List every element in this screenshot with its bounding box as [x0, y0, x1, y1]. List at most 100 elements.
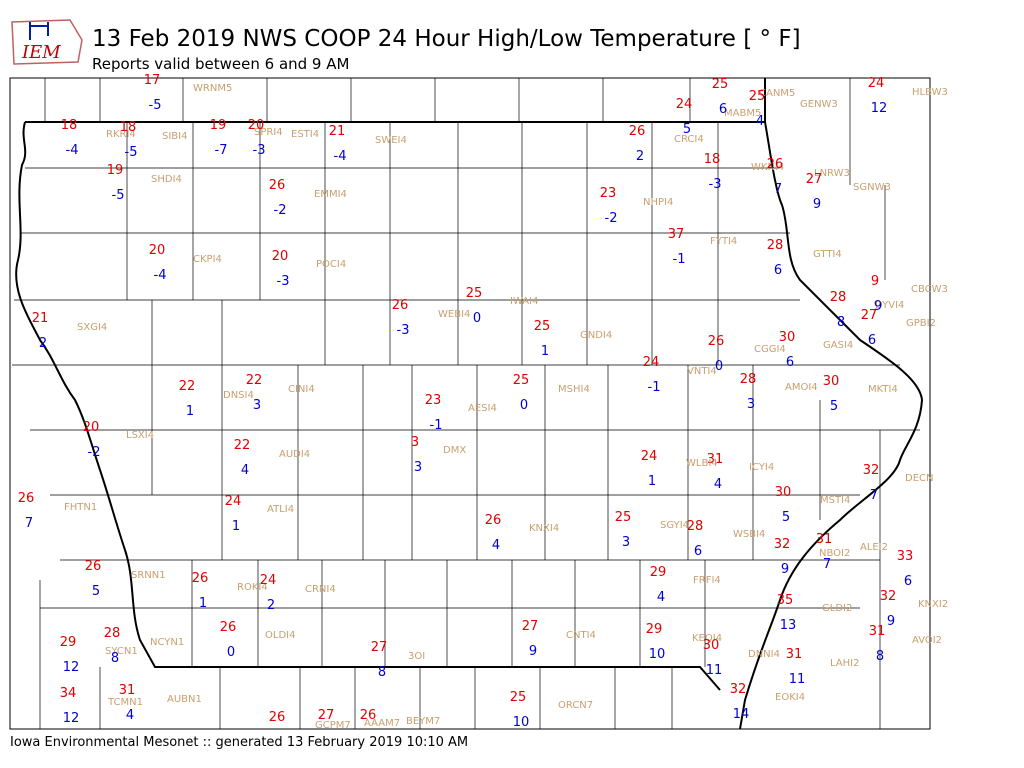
- high-temp: 18: [704, 152, 721, 167]
- low-temp: 9: [781, 562, 789, 577]
- high-temp: 28: [767, 238, 784, 253]
- low-temp: -3: [253, 143, 266, 158]
- high-temp: 24: [676, 97, 693, 112]
- low-temp: -5: [149, 98, 162, 113]
- high-temp: 31: [816, 532, 833, 547]
- low-temp: 7: [870, 488, 878, 503]
- high-temp: 26: [269, 710, 286, 725]
- high-temp: 27: [861, 308, 878, 323]
- high-temp: 25: [513, 373, 530, 388]
- low-temp: 4: [492, 538, 500, 553]
- high-temp: 26: [767, 157, 784, 172]
- high-temp: 29: [60, 635, 77, 650]
- high-temp: 28: [687, 519, 704, 534]
- high-temp: 30: [775, 485, 792, 500]
- high-temp: 25: [534, 319, 551, 334]
- high-temp: 26: [220, 620, 237, 635]
- high-temp: 27: [318, 708, 335, 723]
- high-temp: 25: [712, 77, 729, 92]
- map-title: 13 Feb 2019 NWS COOP 24 Hour High/Low Te…: [92, 26, 801, 52]
- low-temp: -1: [430, 418, 443, 433]
- low-temp: 2: [39, 336, 47, 351]
- station-name: ORCN7: [558, 700, 593, 711]
- station-name: GTTI4: [813, 249, 842, 260]
- station-name: CNTI4: [566, 630, 596, 641]
- low-temp: 9: [874, 299, 882, 314]
- station-name: NBOI2: [819, 548, 850, 559]
- low-temp: 5: [830, 399, 838, 414]
- high-temp: 27: [371, 640, 388, 655]
- low-temp: 14: [733, 707, 750, 722]
- high-temp: 26: [192, 571, 209, 586]
- low-temp: 11: [789, 672, 806, 687]
- high-temp: 29: [646, 622, 663, 637]
- station-name: KNXI2: [918, 599, 948, 610]
- low-temp: 7: [25, 516, 33, 531]
- high-temp: 18: [61, 118, 78, 133]
- high-temp: 22: [246, 373, 263, 388]
- station-name: AMOI4: [785, 382, 818, 393]
- low-temp: 7: [823, 557, 831, 572]
- station-name: OLDI4: [265, 630, 295, 641]
- low-temp: 5: [92, 584, 100, 599]
- station-name: SXGI4: [77, 322, 107, 333]
- station-name: MKTI4: [868, 384, 898, 395]
- station-name: WSBI4: [733, 529, 765, 540]
- station-name: TCMN1: [107, 697, 143, 708]
- high-temp: 27: [522, 619, 539, 634]
- high-temp: 20: [83, 420, 100, 435]
- low-temp: -2: [88, 445, 101, 460]
- station-name: DYVI4: [875, 300, 904, 311]
- low-temp: 4: [714, 477, 722, 492]
- station-name: HLBW3: [912, 87, 948, 98]
- high-temp: 24: [225, 494, 242, 509]
- low-temp: 0: [715, 359, 723, 374]
- high-temp: 30: [823, 374, 840, 389]
- station-name: SYCN1: [105, 646, 138, 657]
- high-temp: 25: [510, 690, 527, 705]
- station-name: CRNI4: [305, 584, 336, 595]
- station-name: MSTI4: [820, 495, 850, 506]
- station-name: CINI4: [288, 384, 315, 395]
- low-temp: 4: [657, 590, 665, 605]
- high-temp: 9: [871, 274, 879, 289]
- low-temp: 12: [63, 711, 80, 726]
- footer: Iowa Environmental Mesonet :: generated …: [10, 735, 468, 750]
- low-temp: 4: [241, 463, 249, 478]
- high-temp: 20: [149, 243, 166, 258]
- high-temp: 19: [107, 163, 124, 178]
- station-name: SHDI4: [151, 174, 182, 185]
- station-name: LAHI2: [830, 658, 859, 669]
- state-border: [15, 78, 924, 730]
- high-temp: 26: [392, 298, 409, 313]
- high-temp: 24: [868, 76, 885, 91]
- high-temp: 26: [269, 178, 286, 193]
- station-name: AUDI4: [279, 449, 310, 460]
- high-temp: 23: [425, 393, 442, 408]
- low-temp: -2: [274, 203, 287, 218]
- low-temp: 13: [780, 618, 797, 633]
- high-temp: 23: [600, 186, 617, 201]
- high-temp: 30: [779, 330, 796, 345]
- high-temp: 19: [210, 118, 227, 133]
- high-temp: 31: [869, 624, 886, 639]
- high-temp: 37: [668, 227, 685, 242]
- station-name: FHTN1: [64, 502, 97, 513]
- station-name: DECN: [905, 473, 933, 484]
- station-name: KEQI4: [692, 633, 722, 644]
- station-name: 3OI: [408, 651, 425, 662]
- low-temp: 6: [694, 544, 702, 559]
- station-name: ROKI4: [237, 582, 268, 593]
- station-name: GPBI2: [906, 318, 936, 329]
- high-temp: 31: [786, 647, 803, 662]
- low-temp: 2: [636, 149, 644, 164]
- low-temp: -4: [334, 149, 347, 164]
- low-temp: 6: [774, 263, 782, 278]
- high-temp: 26: [629, 124, 646, 139]
- low-temp: 4: [756, 114, 764, 129]
- low-temp: -2: [605, 211, 618, 226]
- low-temp: 12: [871, 101, 888, 116]
- high-temp: 25: [749, 89, 766, 104]
- low-temp: 3: [253, 398, 261, 413]
- low-temp: 5: [683, 122, 691, 137]
